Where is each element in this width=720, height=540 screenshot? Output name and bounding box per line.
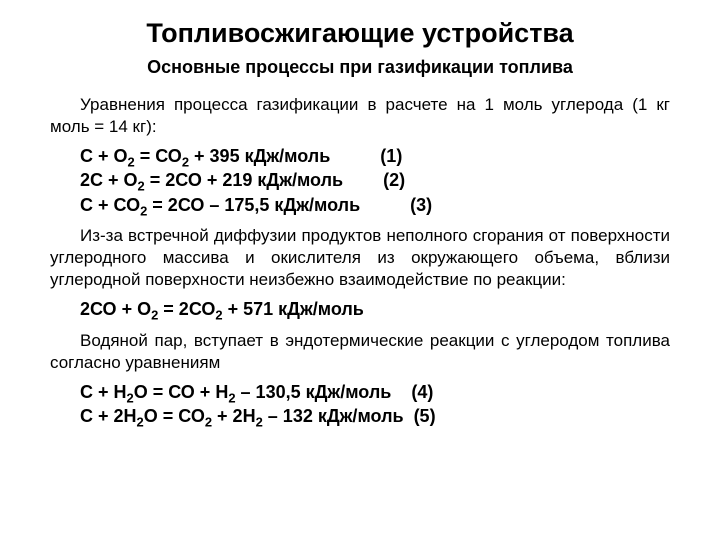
reaction-group-1: С + О2 = СО2 + 395 кДж/моль (1) 2С + О2 … [80, 144, 670, 217]
reaction-group-2: 2СО + О2 = 2СО2 + 571 кДж/моль [80, 297, 670, 321]
reaction-5: С + Н2О = СО + Н2 – 130,5 кДж/моль (4) [80, 380, 670, 404]
steam-paragraph: Водяной пар, вступает в эндотермические … [50, 330, 670, 374]
reaction-4: 2СО + О2 = 2СО2 + 571 кДж/моль [80, 297, 670, 321]
page-title: Топливосжигающие устройства [50, 18, 670, 49]
diffusion-paragraph: Из-за встречной диффузии продуктов непол… [50, 225, 670, 291]
reaction-group-3: С + Н2О = СО + Н2 – 130,5 кДж/моль (4) С… [80, 380, 670, 429]
reaction-3: С + СО2 = 2СО – 175,5 кДж/моль (3) [80, 193, 670, 217]
intro-paragraph: Уравнения процесса газификации в расчете… [50, 94, 670, 138]
reaction-2: 2С + О2 = 2СО + 219 кДж/моль (2) [80, 168, 670, 192]
page-subtitle: Основные процессы при газификации топлив… [50, 57, 670, 78]
reaction-6: С + 2Н2О = СО2 + 2Н2 – 132 кДж/моль (5) [80, 404, 670, 428]
reaction-1: С + О2 = СО2 + 395 кДж/моль (1) [80, 144, 670, 168]
